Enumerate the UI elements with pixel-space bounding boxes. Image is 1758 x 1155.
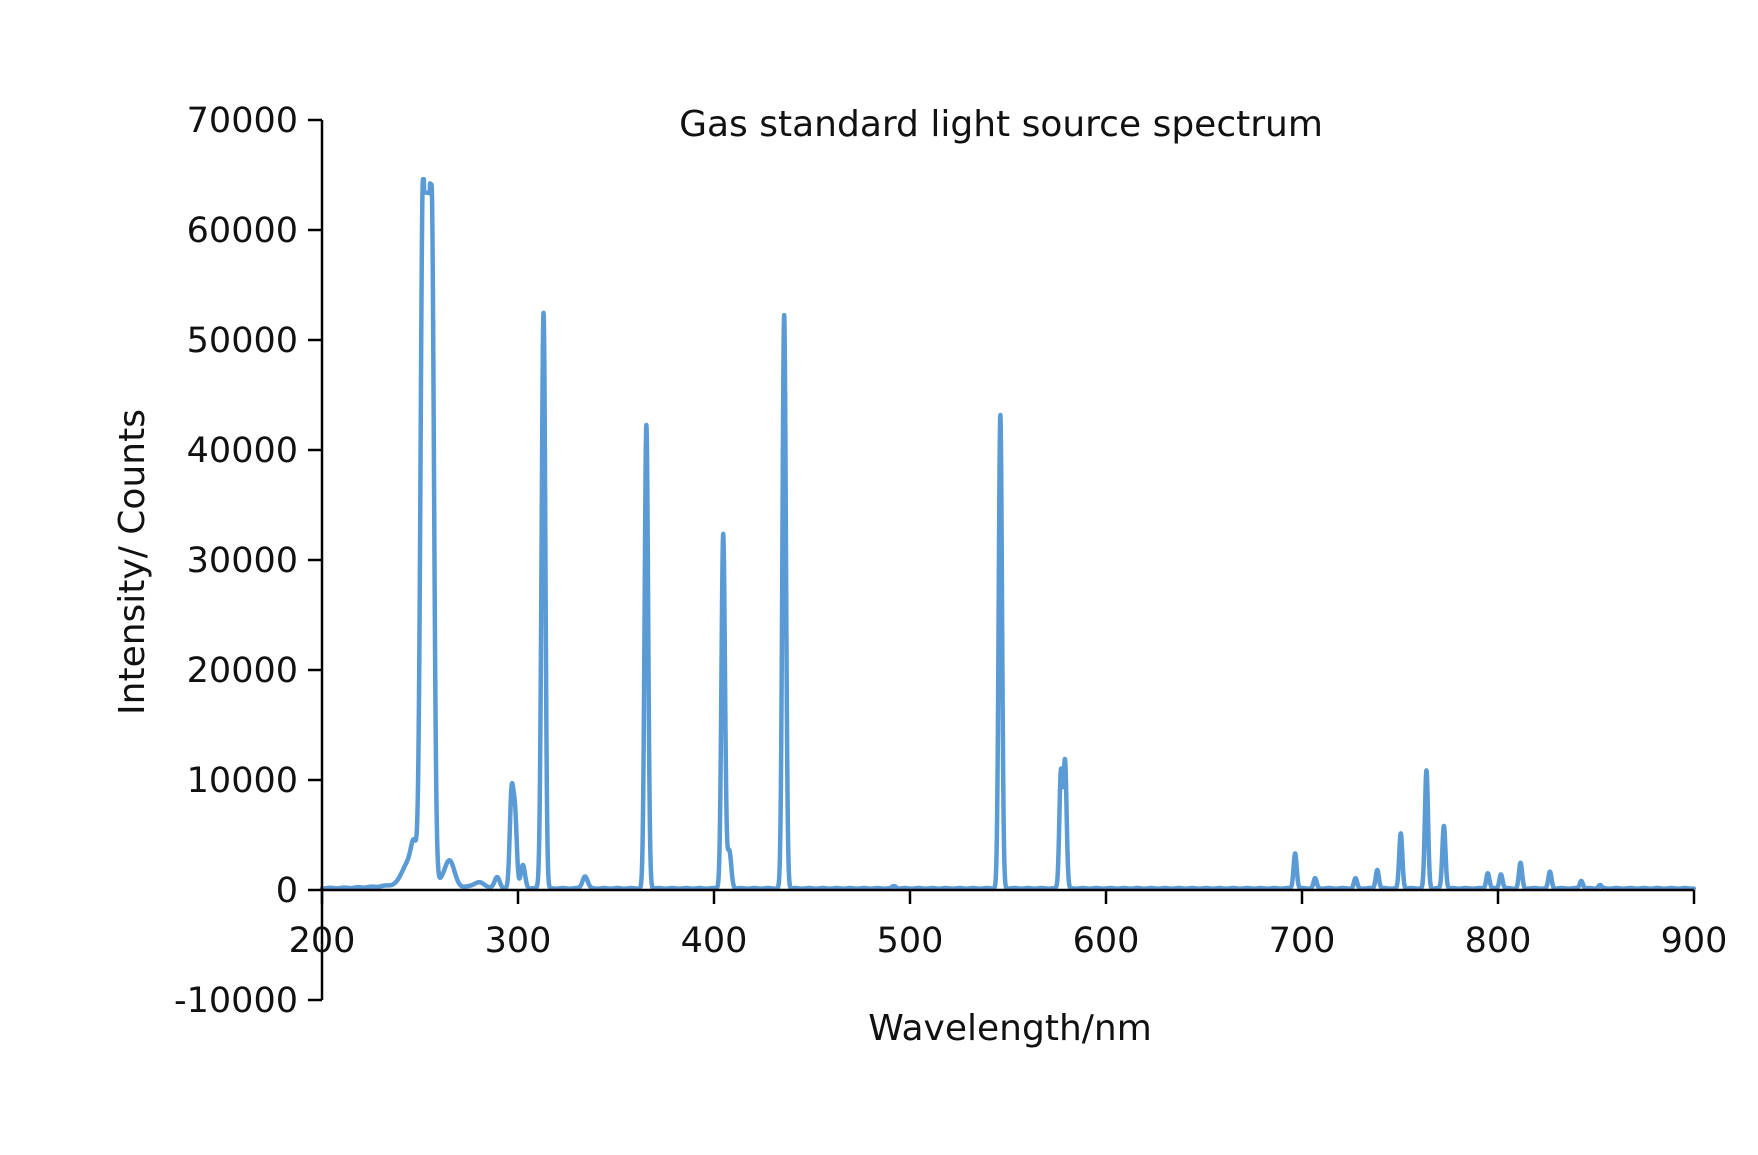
y-tick-label: 60000 <box>187 211 298 251</box>
x-tick-label: 200 <box>289 921 356 961</box>
y-tick-label: 20000 <box>187 651 298 691</box>
x-tick-label: 800 <box>1465 921 1532 961</box>
chart-title: Gas standard light source spectrum <box>679 104 1323 145</box>
y-tick-label: 40000 <box>187 431 298 471</box>
plot-area <box>319 176 1697 891</box>
x-tick-label: 300 <box>485 921 552 961</box>
y-tick-label: 50000 <box>187 321 298 361</box>
x-axis-title: Wavelength/nm <box>868 1008 1152 1049</box>
y-axis-title: Intensity/ Counts <box>112 409 153 715</box>
y-ticks: -10000 0 10000 20000 30000 40000 50000 60000 700… <box>174 101 322 1021</box>
y-axis: -10000 0 10000 20000 30000 40000 50000 60000 700… <box>174 101 324 1021</box>
y-tick-label: -10000 <box>174 981 298 1021</box>
x-axis: 200 300 400 500 600 700 800 900 <box>289 888 1728 961</box>
y-tick-label: 30000 <box>187 541 298 581</box>
spectrum-line <box>319 176 1697 891</box>
x-tick-label: 400 <box>681 921 748 961</box>
y-tick-label: 70000 <box>187 101 298 141</box>
x-ticks: 200 300 400 500 600 700 800 900 <box>289 890 1728 961</box>
y-tick-label: 10000 <box>187 761 298 801</box>
y-tick-label: 0 <box>276 871 298 911</box>
x-tick-label: 500 <box>877 921 944 961</box>
x-tick-label: 900 <box>1661 921 1728 961</box>
x-tick-label: 600 <box>1073 921 1140 961</box>
x-tick-label: 700 <box>1269 921 1336 961</box>
